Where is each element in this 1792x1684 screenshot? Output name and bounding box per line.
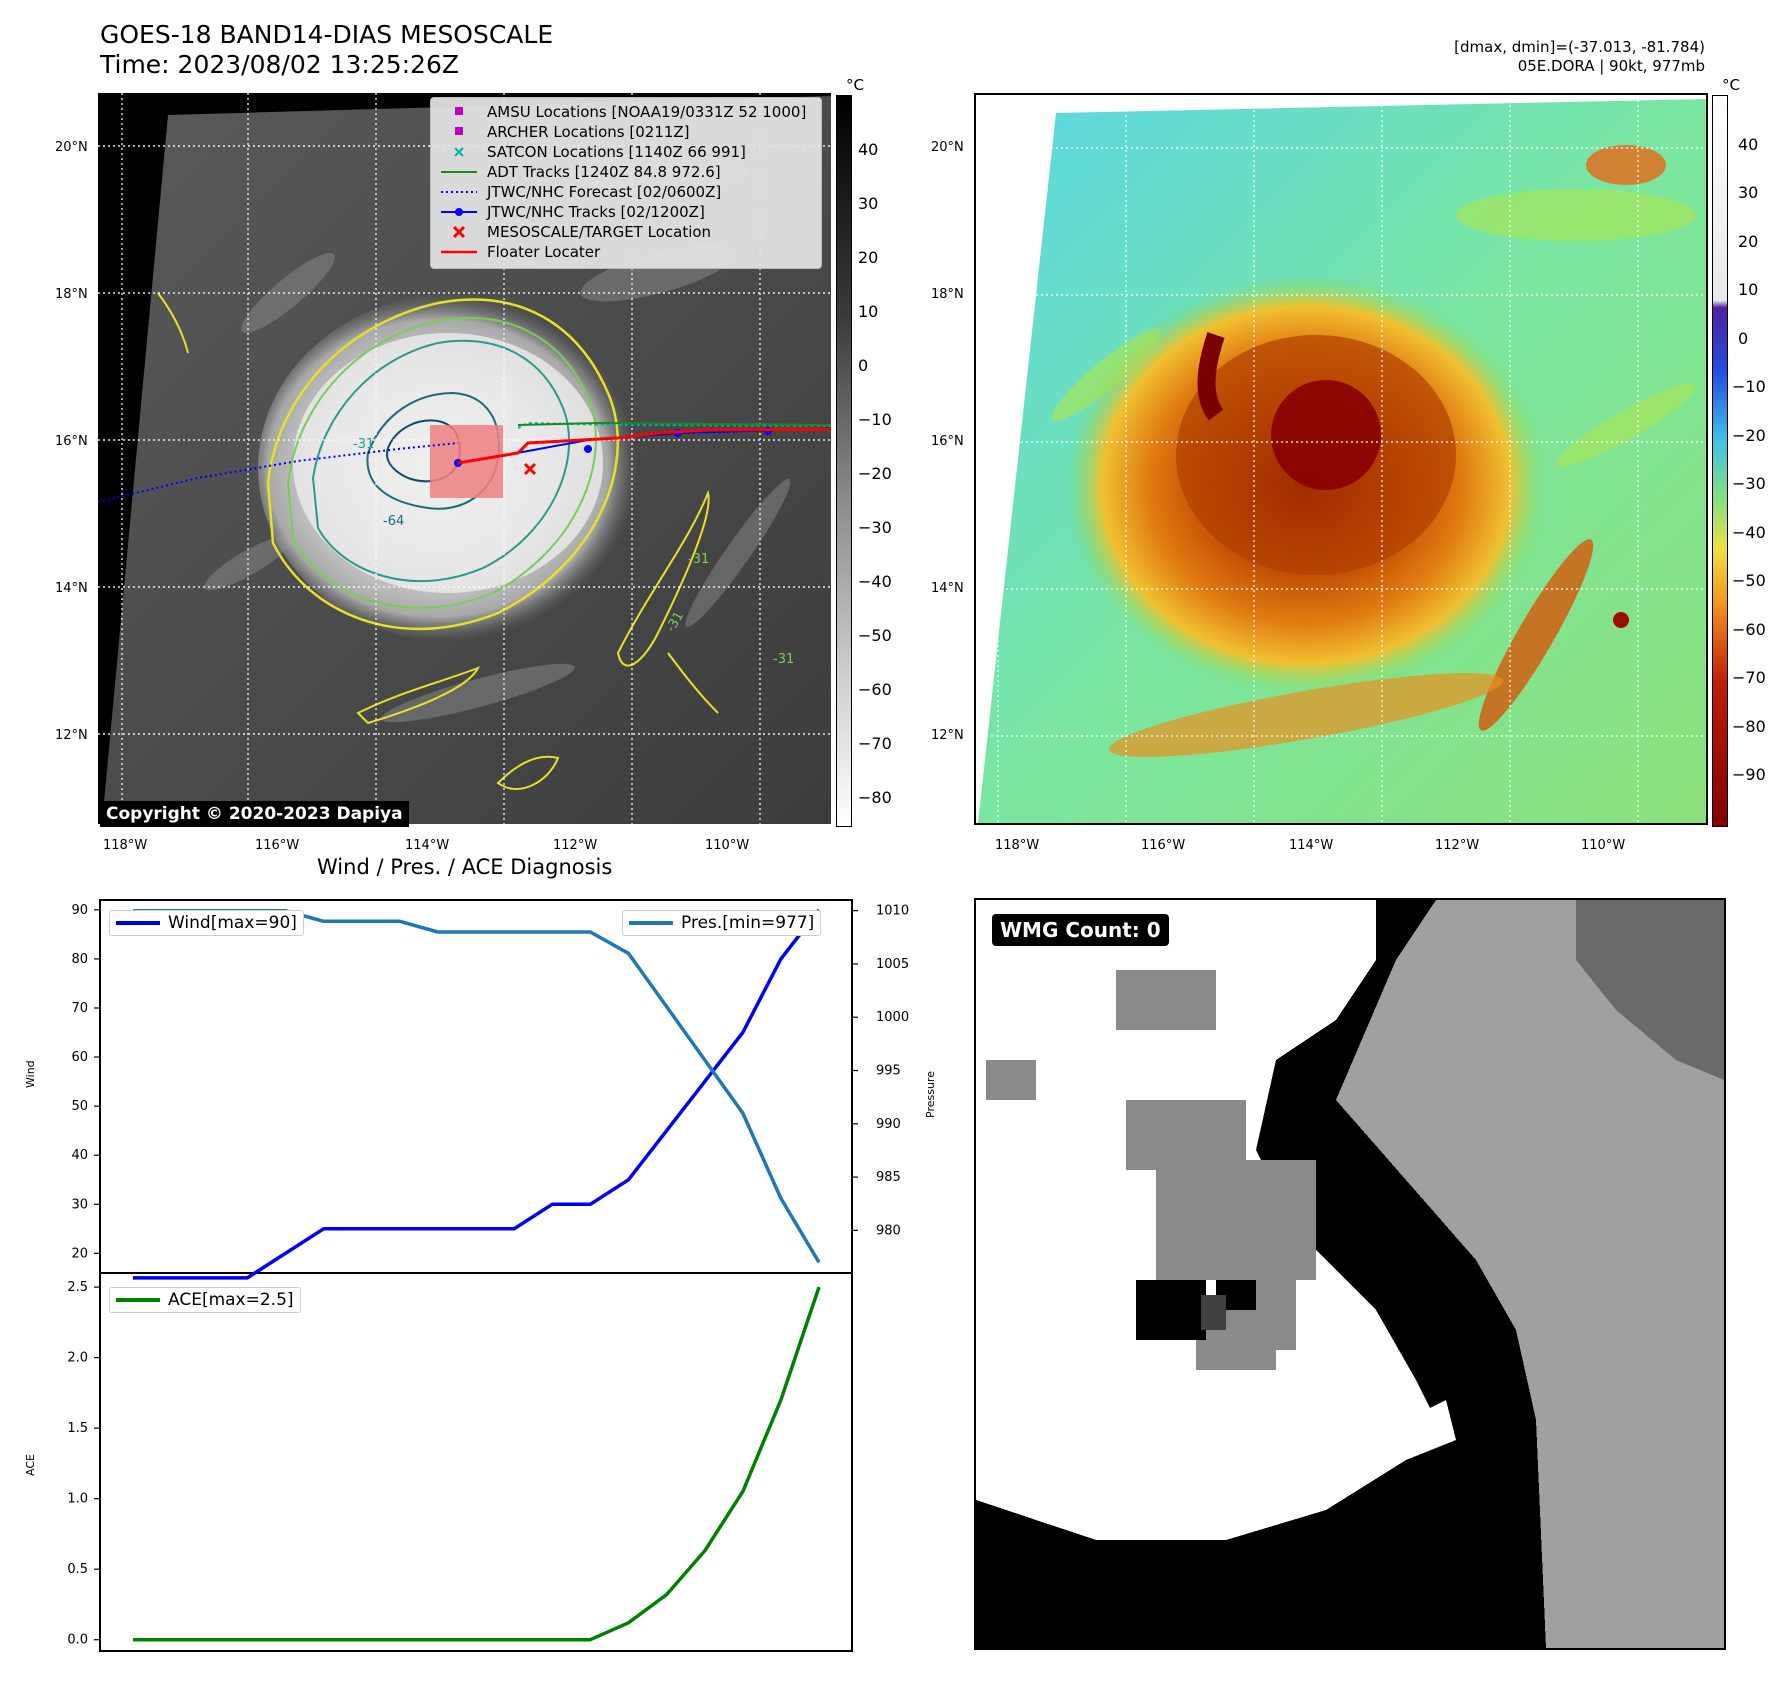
ace-legend: ACE[max=2.5] (109, 1287, 301, 1313)
lon-label: 114°W (405, 838, 450, 853)
y2-tick-label: 995 (876, 1064, 901, 1079)
lat-label: 18°N (931, 287, 964, 302)
title-line-2: Time: 2023/08/02 13:25:26Z (100, 50, 459, 79)
y-tick-label: 30 (71, 1197, 88, 1212)
contour-label: -31 (773, 652, 794, 667)
contour-label: -31 (353, 437, 374, 452)
y-tick-label: 1.5 (67, 1421, 88, 1436)
color-colorbar-ticks: 40 30 20 10 0 −10 −20 −30 −40 −50 −60 −7… (1732, 135, 1766, 784)
diagnosis-charts: 20 30 40 50 60 70 80 90 980 985 990 995 1000 1005 1010… (67, 899, 909, 1652)
ace-axis-label: ACE (24, 1454, 37, 1476)
y-tick-label: 90 (71, 903, 88, 918)
wmg-panel (974, 898, 1726, 1650)
colorbar-unit: °C (1722, 76, 1740, 94)
ir-color-map (974, 93, 1708, 825)
y-tick-label: 2.5 (67, 1280, 88, 1295)
lon-label: 110°W (1581, 838, 1626, 853)
pressure-series-line (133, 908, 821, 1264)
lon-label: 118°W (995, 838, 1040, 853)
y2-tick-label: 1005 (876, 957, 909, 972)
title-line-1: GOES-18 BAND14-DIAS MESOSCALE (100, 20, 554, 49)
contour-label: -31 (688, 552, 709, 567)
contour-label: -64 (383, 514, 404, 529)
wind-axis-label: Wind (24, 1060, 37, 1088)
gray-colorbar-ticks: 40 30 20 10 0 −10 −20 −30 −40 −50 −60 −7… (858, 140, 892, 807)
y2-tick-label: 980 (876, 1223, 901, 1238)
diagnosis-title: Wind / Pres. / ACE Diagnosis (317, 855, 613, 879)
colorbar-unit: °C (846, 76, 864, 94)
ir-gray-map: -64 -31 -31 -31 -31 AMSU Locations [NOAA… (98, 93, 831, 824)
color-colorbar (1712, 95, 1728, 827)
wind-pressure-axes (99, 899, 853, 1274)
lat-label: 12°N (931, 728, 964, 743)
lon-label: 112°W (553, 838, 598, 853)
y-tick-label: 50 (71, 1099, 88, 1114)
y-tick-label: 70 (71, 1001, 88, 1016)
y2-tick-label: 1010 (876, 904, 909, 919)
lat-label: 20°N (931, 140, 964, 155)
legend-item: MESOSCALE/TARGET Location (439, 222, 711, 242)
minmax-readout: [dmax, dmin]=(-37.013, -81.784) (1454, 38, 1705, 56)
y-tick-label: 20 (71, 1246, 88, 1261)
lon-label: 116°W (1141, 838, 1186, 853)
legend-item: AMSU Locations [NOAA19/0331Z 52 1000] (439, 102, 806, 122)
copyright-label: Copyright © 2020-2023 Dapiya (100, 801, 409, 827)
y-tick-label: 0.0 (67, 1633, 88, 1648)
gray-colorbar (836, 95, 852, 827)
wind-legend: Wind[max=90] (109, 910, 304, 936)
lat-label: 12°N (55, 728, 88, 743)
lat-label: 16°N (931, 434, 964, 449)
ace-axes (99, 1272, 853, 1652)
y-tick-label: 2.0 (67, 1351, 88, 1366)
pressure-axis-label: Pressure (924, 1071, 937, 1118)
legend-item: ADT Tracks [1240Z 84.8 972.6] (441, 163, 721, 181)
pressure-legend: Pres.[min=977] (622, 910, 822, 936)
y-tick-label: 80 (71, 952, 88, 967)
lon-label: 116°W (255, 838, 300, 853)
y2-tick-label: 985 (876, 1170, 901, 1185)
storm-info: 05E.DORA | 90kt, 977mb (1517, 57, 1705, 75)
wind-series-line (133, 908, 821, 1280)
y-tick-label: 40 (71, 1148, 88, 1163)
lat-label: 14°N (55, 581, 88, 596)
y2-tick-label: 1000 (876, 1010, 909, 1025)
lat-label: 18°N (55, 287, 88, 302)
y2-tick-label: 990 (876, 1117, 901, 1132)
lat-label: 16°N (55, 434, 88, 449)
lon-label: 110°W (705, 838, 750, 853)
wmg-count-badge: WMG Count: 0 (992, 914, 1169, 946)
figure-title: GOES-18 BAND14-DIAS MESOSCALE Time: 2023/… (100, 20, 553, 80)
lon-label: 112°W (1435, 838, 1480, 853)
lon-label: 118°W (103, 838, 148, 853)
y-tick-label: 0.5 (67, 1562, 88, 1577)
map-legend: AMSU Locations [NOAA19/0331Z 52 1000] AR… (430, 97, 822, 269)
ace-series-line (133, 1286, 821, 1642)
y-tick-label: 60 (71, 1050, 88, 1065)
legend-item: Floater Locater (441, 243, 601, 261)
legend-item: SATCON Locations [1140Z 66 991] (439, 142, 746, 162)
legend-item: JTWC/NHC Forecast [02/0600Z] (441, 183, 722, 201)
legend-item: ARCHER Locations [0211Z] (439, 122, 690, 142)
legend-item: JTWC/NHC Tracks [02/1200Z] (439, 202, 705, 222)
lat-label: 20°N (55, 140, 88, 155)
y-tick-label: 1.0 (67, 1492, 88, 1507)
lon-label: 114°W (1289, 838, 1334, 853)
lat-label: 14°N (931, 581, 964, 596)
